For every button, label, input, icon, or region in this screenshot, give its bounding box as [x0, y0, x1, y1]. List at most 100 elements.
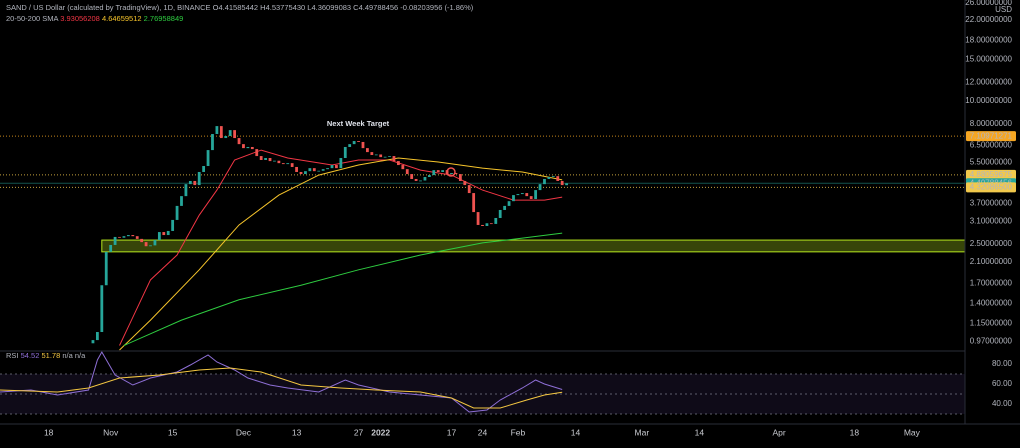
x-tick-label: 15 — [168, 427, 178, 437]
support-zone — [101, 239, 966, 253]
candle — [299, 171, 303, 175]
candle — [144, 242, 148, 247]
x-tick-label: Apr — [772, 427, 785, 437]
candle — [304, 171, 307, 175]
sma-value: 3.93056208 — [60, 14, 100, 23]
candle — [543, 178, 546, 185]
candle — [188, 180, 192, 185]
y-tick-label: 60.00 — [992, 379, 1013, 388]
price-label-box — [966, 182, 1016, 193]
x-tick-label: 14 — [695, 427, 705, 437]
candle — [113, 236, 117, 245]
series-line — [0, 367, 563, 409]
candle — [551, 176, 555, 178]
candle — [481, 224, 484, 226]
x-tick-label: 27 — [354, 427, 364, 437]
candle — [215, 126, 219, 135]
candle — [219, 126, 223, 139]
candle — [516, 194, 520, 196]
candle — [366, 148, 369, 153]
candle — [529, 196, 533, 200]
candle — [489, 223, 493, 225]
candle — [330, 165, 334, 169]
candle — [118, 236, 121, 238]
candle — [414, 178, 418, 181]
x-tick-label: May — [904, 427, 921, 437]
series-line — [119, 149, 563, 346]
candle — [91, 340, 95, 344]
candle — [273, 160, 276, 162]
candle — [458, 174, 462, 181]
y-tick-label: 3.70000000 — [970, 198, 1013, 207]
candle — [512, 195, 515, 202]
y-tick-label: 18.00000000 — [965, 36, 1012, 45]
candle — [135, 236, 139, 239]
candle — [211, 134, 214, 151]
candle — [268, 158, 272, 162]
candle — [441, 170, 445, 172]
candle — [485, 223, 489, 226]
series-line — [123, 232, 563, 346]
y-tick-label: 0.97000000 — [970, 336, 1013, 345]
candle — [410, 174, 414, 179]
candle — [498, 209, 502, 218]
price-label: 4.88059675 — [970, 170, 1013, 179]
candle — [184, 184, 188, 197]
candle — [335, 165, 338, 169]
candle — [259, 156, 263, 160]
candle — [432, 170, 436, 176]
y-tick-label: 40.00 — [992, 399, 1013, 408]
y-tick-label: 3.10000000 — [970, 217, 1013, 226]
price-label: 7.10971271 — [970, 131, 1013, 140]
candle — [255, 149, 259, 157]
candle — [379, 154, 383, 158]
rsi-value: 51.78 — [41, 351, 60, 360]
marker-circle — [446, 167, 456, 177]
candle — [290, 163, 294, 167]
y-tick-label: 8.00000000 — [970, 119, 1013, 128]
candle — [250, 146, 254, 150]
x-tick-label: Feb — [511, 427, 526, 437]
rsi-label: RSI — [6, 351, 19, 360]
candle — [560, 180, 564, 186]
candle — [463, 180, 467, 186]
candle — [149, 245, 152, 247]
x-tick-label: 13 — [292, 427, 302, 437]
x-tick-label: 2022 — [371, 427, 390, 437]
candle — [140, 238, 144, 243]
x-tick-label: 17 — [447, 427, 457, 437]
series-line — [119, 157, 563, 351]
candle — [157, 232, 161, 241]
candle — [476, 212, 480, 225]
candle — [525, 193, 529, 197]
rsi-value: 54.52 — [21, 351, 40, 360]
candle — [507, 201, 511, 206]
candle — [450, 173, 453, 175]
candle — [405, 169, 409, 175]
candle — [317, 170, 321, 172]
candle — [343, 146, 347, 159]
candle — [193, 180, 197, 186]
candle — [436, 170, 440, 172]
candle — [565, 183, 569, 186]
x-tick-label: Dec — [236, 427, 252, 437]
candle — [131, 235, 135, 237]
candle — [166, 230, 170, 236]
candle — [100, 285, 104, 333]
candle — [153, 240, 157, 246]
price-label-box — [966, 169, 1016, 180]
plot-area — [0, 126, 966, 415]
candle — [180, 196, 183, 206]
price-label-box — [966, 131, 1016, 142]
candle — [295, 166, 298, 172]
rsi-legend: RSI 54.52 51.78 n/a n/a — [6, 351, 86, 360]
candle — [286, 163, 290, 165]
x-tick-label: Mar — [635, 427, 650, 437]
sma-value: 2.76958849 — [144, 14, 184, 23]
candle — [104, 251, 108, 286]
candle — [401, 165, 405, 170]
candle — [494, 217, 498, 224]
candle — [472, 193, 476, 213]
symbol: SAND / US Dollar (calculated by TradingV… — [6, 3, 211, 12]
